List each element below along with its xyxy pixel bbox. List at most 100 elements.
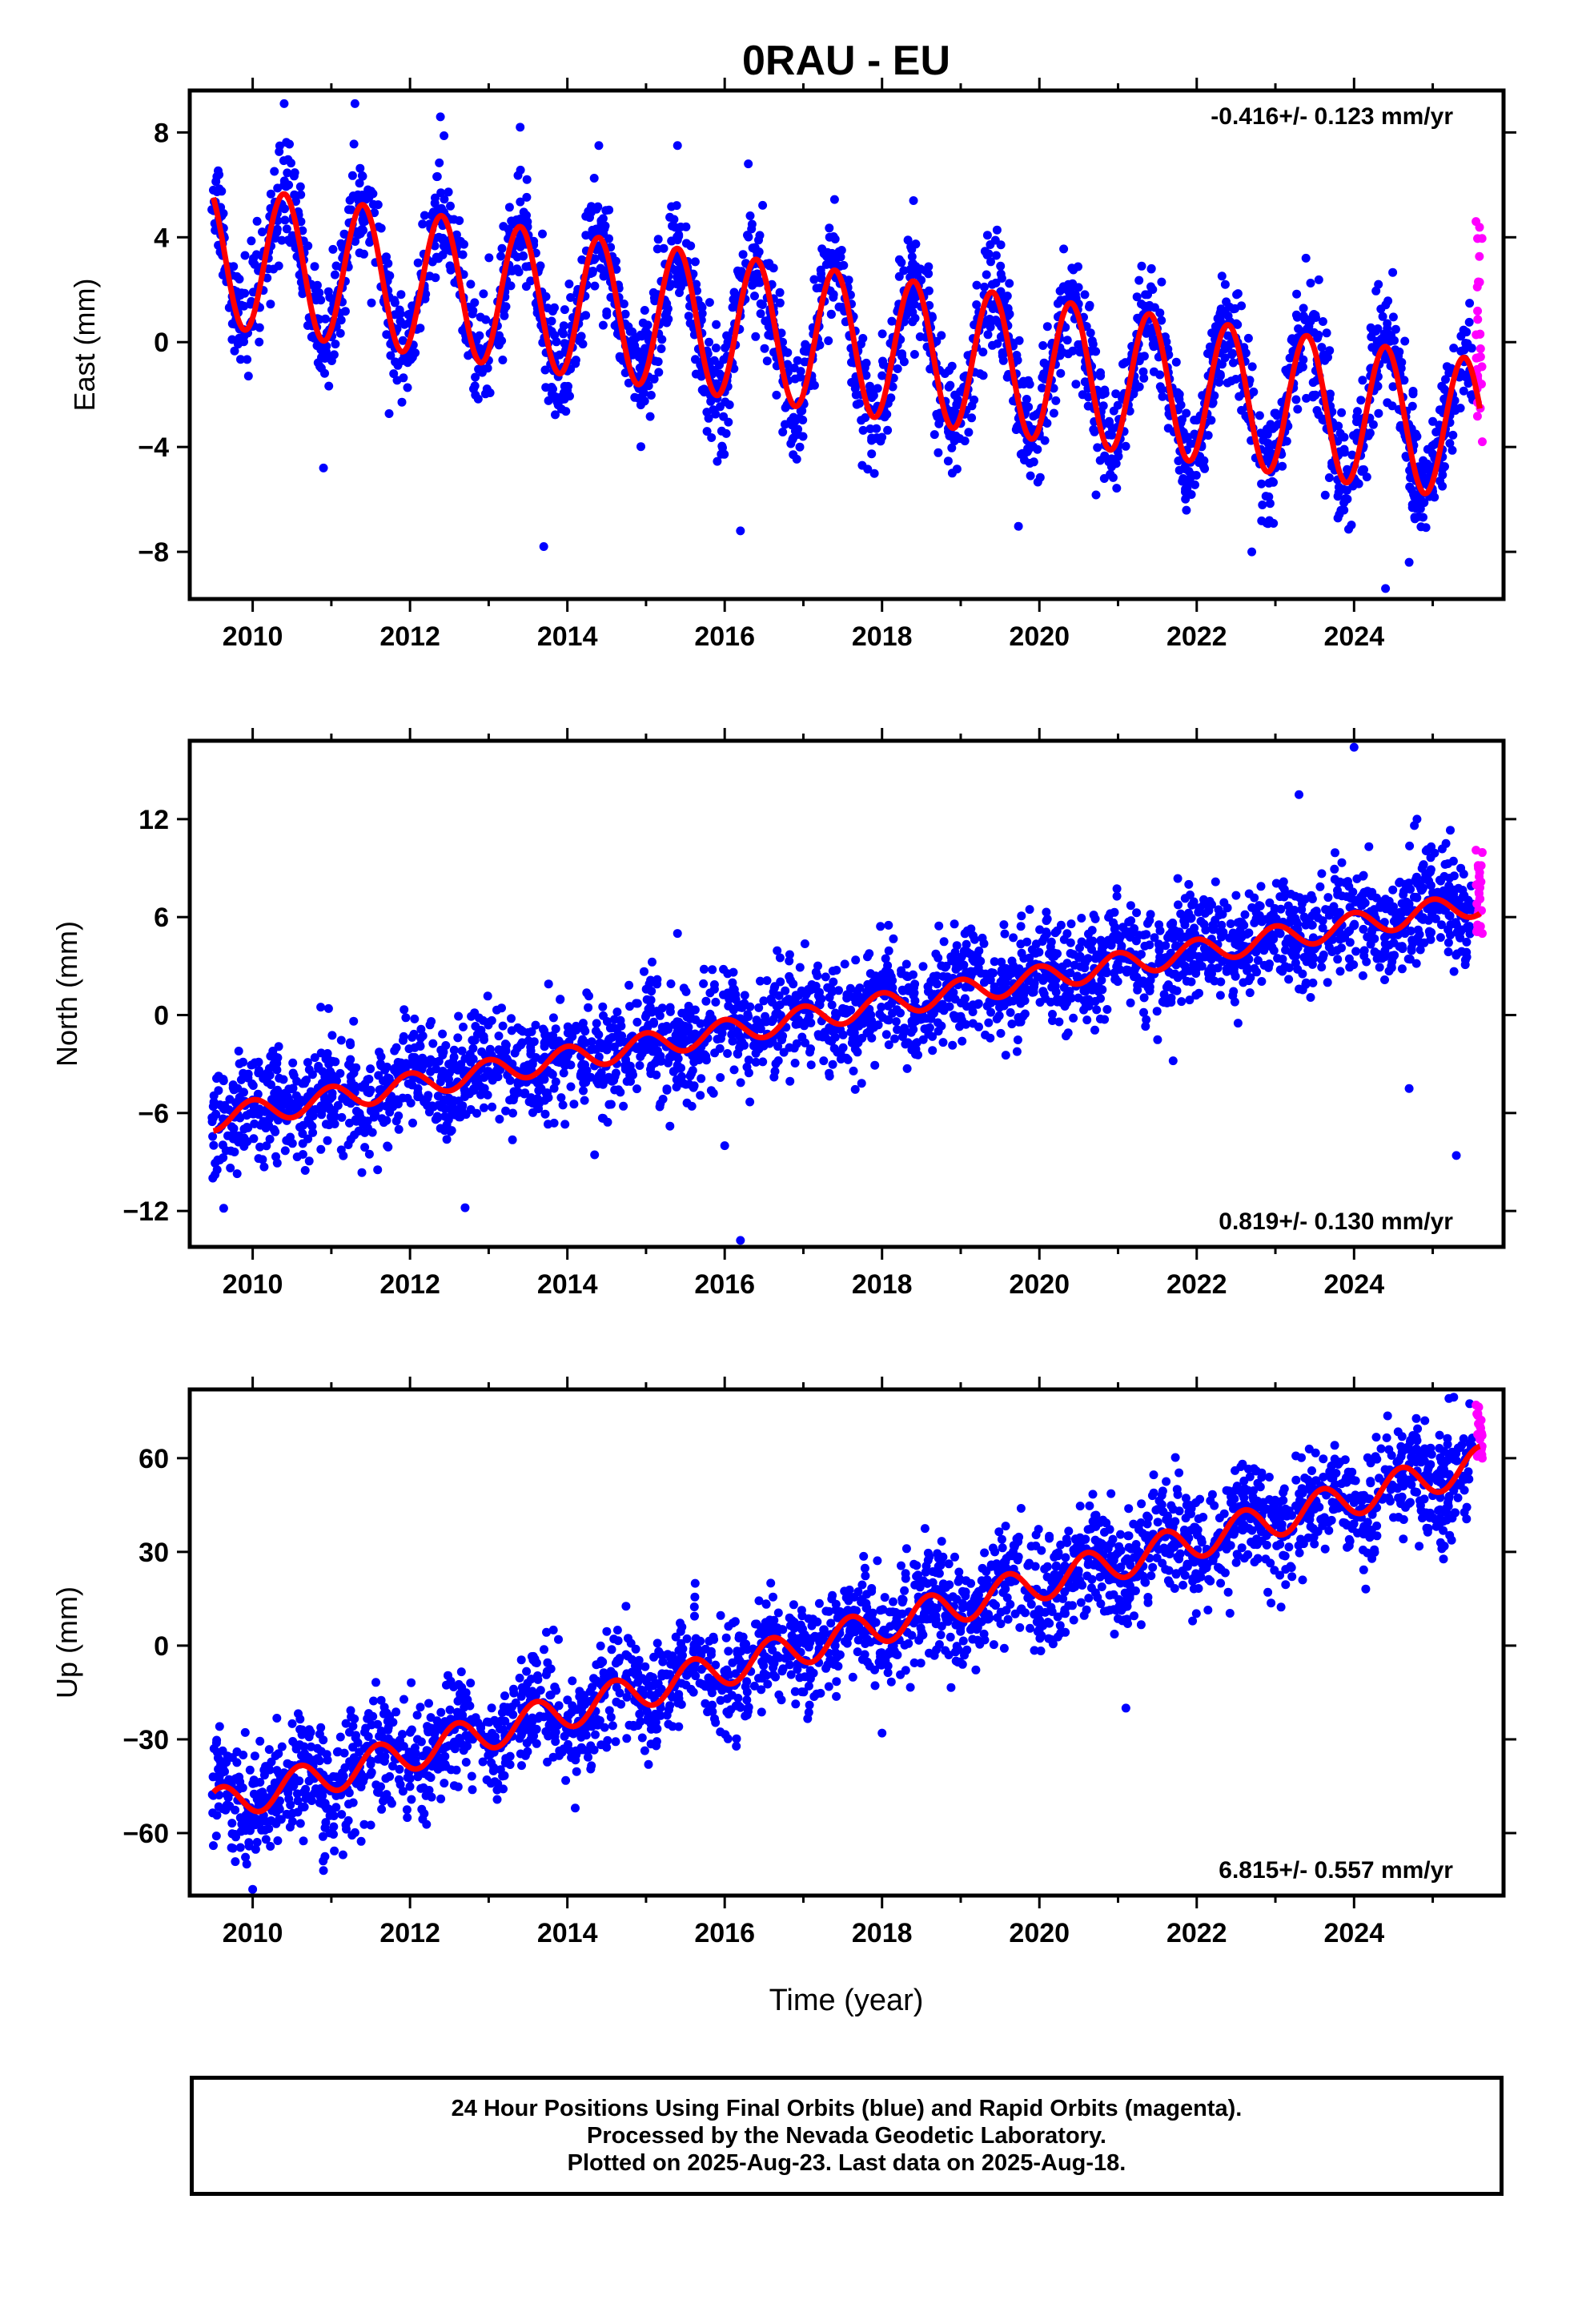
east-final-point [1112,484,1122,493]
north-final-point [1247,903,1257,912]
east-final-point [1146,264,1156,274]
north-final-point [610,1085,620,1095]
east-final-point [1306,316,1315,326]
east-final-point [248,287,258,297]
east-final-point [697,309,707,318]
east-final-point [522,175,532,184]
east-final-point [751,246,761,255]
east-final-point [1368,420,1378,429]
east-final-point [588,267,597,275]
north-final-point [974,946,984,955]
north-final-point [656,1056,665,1066]
north-final-point [1301,979,1311,989]
east-final-point [1237,405,1247,415]
north-final-point [316,1003,326,1012]
east-final-point [1301,253,1311,263]
east-final-point [384,409,394,418]
east-final-point [937,331,946,340]
east-final-point [1233,289,1243,299]
east-final-point [1407,401,1417,411]
east-final-point [367,298,376,308]
north-final-point [1153,1035,1162,1044]
east-final-point [675,288,684,297]
east-final-point [564,279,574,289]
north-final-point [884,946,893,955]
north-final-point [1275,892,1285,902]
north-final-point [684,1001,693,1011]
north-final-point [1048,952,1057,962]
east-rapid-point [1473,234,1483,243]
east-final-point [255,337,264,347]
east-final-point [283,168,292,178]
east-final-point [1078,390,1087,400]
east-final-point [812,283,821,293]
east-final-point [357,171,367,180]
north-final-point [749,1041,758,1051]
east-final-point [1056,368,1066,378]
east-final-point [616,353,625,363]
north-final-point [950,919,959,929]
north-final-point [1139,931,1148,940]
east-final-point [1333,513,1343,523]
north-final-point [1435,933,1445,943]
north-final-point [446,1127,456,1136]
east-outlier-point [1137,261,1146,271]
east-outlier-point [350,99,359,108]
east-final-point [751,332,761,341]
east-final-point [273,183,283,193]
north-final-point [225,1095,235,1104]
east-final-point [1091,347,1101,356]
east-final-point [1186,490,1196,499]
east-final-point [349,139,359,149]
north-final-point [1318,916,1327,926]
east-final-point [704,413,713,423]
north-final-point [939,937,949,947]
east-final-point [324,381,334,391]
east-final-point [1306,279,1315,287]
east-final-point [733,266,742,275]
north-final-point [999,920,1009,930]
north-final-point [1000,929,1010,939]
east-final-point [1299,304,1308,313]
east-final-point [775,298,785,308]
north-final-point [1230,997,1239,1007]
east-final-point [657,335,667,344]
east-final-point [824,336,833,345]
north-final-point [1074,993,1083,1003]
east-final-point [436,203,446,213]
north-final-point [1082,1015,1092,1025]
north-final-point [1397,964,1407,974]
east-final-point [877,371,887,380]
east-outlier-point [1381,584,1391,593]
north-final-point [1446,920,1456,929]
north-final-point [1145,915,1154,925]
north-final-point [373,1165,383,1175]
east-final-point [1447,445,1457,455]
north-final-point [394,1124,404,1134]
north-final-point [371,1109,380,1119]
east-final-point [347,171,357,180]
north-final-point [219,1076,228,1086]
east-final-point [681,239,691,248]
east-final-point [945,431,954,440]
east-final-point [389,369,399,379]
east-final-point [1134,275,1144,285]
east-final-point [1388,267,1398,277]
north-final-point [480,1103,488,1112]
north-final-point [1141,1022,1150,1031]
east-x-tick-label: 2016 [694,621,755,652]
east-final-point [1456,404,1465,413]
north-final-point [834,986,843,995]
east-final-point [897,352,907,361]
east-final-point [1029,457,1038,467]
north-final-point [548,1013,558,1023]
east-final-point [1215,371,1225,380]
north-final-point [1006,1007,1015,1017]
north-final-point [582,988,592,998]
east-final-point [638,318,648,328]
east-final-point [711,344,721,352]
east-final-point [858,425,868,435]
east-final-point [484,253,494,263]
north-final-point [235,1059,244,1068]
